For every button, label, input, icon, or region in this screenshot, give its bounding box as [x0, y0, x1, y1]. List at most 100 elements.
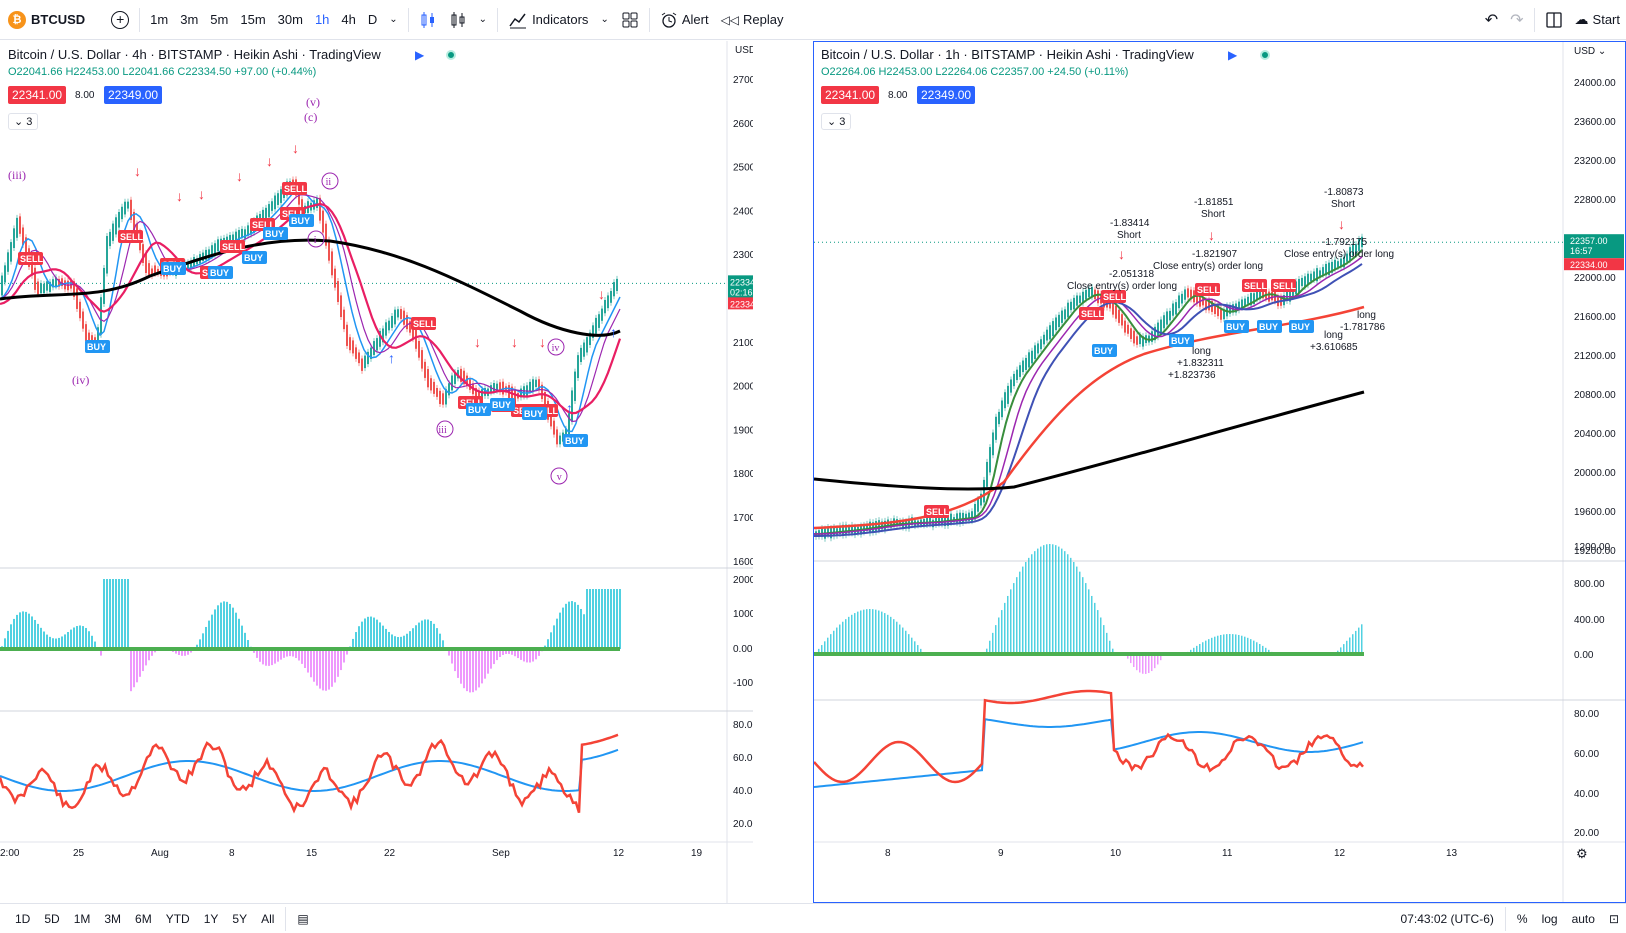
- bid-price-marker: [1564, 258, 1624, 271]
- range-1y[interactable]: 1Y: [203, 911, 219, 926]
- macd-histogram-bar: [905, 630, 907, 654]
- candle-body: [1328, 262, 1330, 276]
- bid-price-button[interactable]: 22341.00: [821, 86, 880, 104]
- time-tick-label: Aug: [151, 848, 169, 859]
- indicator-collapse-button[interactable]: ⌄ 3: [821, 113, 852, 130]
- candle-body: [1217, 304, 1219, 317]
- chart-type-button[interactable]: [443, 0, 473, 40]
- wave-label: (v): [306, 95, 320, 109]
- range-ytd[interactable]: YTD: [165, 911, 190, 926]
- indicators-button[interactable]: Indicators: [502, 0, 594, 40]
- alert-button[interactable]: Alert: [654, 0, 715, 40]
- candle-body: [616, 278, 618, 291]
- macd-tick-label: 400.00: [1574, 615, 1605, 626]
- candle-body: [1187, 288, 1189, 298]
- macd-histogram-bar: [1100, 617, 1102, 654]
- ask-price-button[interactable]: 22349.00: [917, 86, 976, 104]
- timeframe-dropdown[interactable]: ⌄: [383, 0, 403, 40]
- spread-value: 8.00: [75, 90, 95, 101]
- macd-histogram-bar: [1103, 625, 1105, 654]
- macd-histogram-bar: [268, 649, 270, 666]
- flag-icon[interactable]: ▶: [1228, 48, 1238, 62]
- bars-style-button[interactable]: [413, 0, 443, 40]
- bid-price-button[interactable]: 22341.00: [8, 86, 67, 104]
- buy-signal-label: BUY: [524, 409, 543, 419]
- right-chart-canvas[interactable]: USD ⌄24000.0023600.0023200.0022800.00224…: [814, 42, 1625, 902]
- buy-signal-badge: [263, 227, 288, 240]
- range-5d[interactable]: 5D: [44, 911, 60, 926]
- chart-settings-button[interactable]: ⊡: [1602, 912, 1626, 926]
- timeframe-1h[interactable]: 1h: [309, 0, 335, 40]
- candle-body: [559, 435, 561, 445]
- flag-icon[interactable]: ▶: [415, 48, 425, 62]
- candle-body: [1301, 277, 1303, 287]
- log-toggle[interactable]: log: [1541, 911, 1558, 926]
- auto-toggle[interactable]: auto: [1571, 911, 1595, 926]
- candle-body: [992, 432, 994, 456]
- candle-body: [334, 268, 336, 288]
- macd-histogram-bar: [908, 634, 910, 654]
- date-range-button[interactable]: ▤: [290, 912, 315, 926]
- range-6m[interactable]: 6M: [135, 911, 152, 926]
- timeframe-4h[interactable]: 4h: [335, 0, 361, 40]
- timeframe-30m[interactable]: 30m: [272, 0, 309, 40]
- macd-histogram-bar: [142, 649, 144, 672]
- start-button[interactable]: ☁ Start: [1569, 0, 1626, 40]
- macd-histogram-bar: [1097, 610, 1099, 654]
- macd-histogram-bar: [1349, 637, 1351, 654]
- chart-type-dropdown[interactable]: ⌄: [473, 0, 493, 40]
- macd-histogram-bar: [490, 649, 492, 669]
- candle-body: [568, 413, 570, 437]
- macd-tick-label: 800.00: [1574, 579, 1605, 590]
- macd-histogram-bar: [586, 589, 588, 649]
- sell-signal-label: SELL: [1273, 281, 1297, 291]
- candle-body: [1163, 315, 1165, 329]
- candles-icon: [421, 11, 434, 28]
- layout-select-button[interactable]: [1539, 0, 1569, 40]
- candle-body: [190, 260, 192, 268]
- buy-signal-label: BUY: [163, 264, 182, 274]
- timeframe-d[interactable]: D: [362, 0, 383, 40]
- divider: [285, 906, 287, 931]
- symbol-search[interactable]: ₿ BTCUSD: [0, 0, 91, 40]
- candle-body: [1310, 273, 1312, 282]
- macd-histogram-bar: [887, 614, 889, 654]
- timeframe-5m[interactable]: 5m: [204, 0, 234, 40]
- macd-histogram-bar: [67, 632, 69, 649]
- timeframe-3m[interactable]: 3m: [174, 0, 204, 40]
- redo-button[interactable]: ↷: [1504, 0, 1529, 40]
- ask-price-button[interactable]: 22349.00: [104, 86, 163, 104]
- timeframe-15m[interactable]: 15m: [234, 0, 271, 40]
- timeframe-1m[interactable]: 1m: [144, 0, 174, 40]
- indicator-count: 3: [26, 116, 33, 128]
- left-chart-pane[interactable]: USD ⌄ 27000.00 26000.00 25000.00 24000.00 230…: [0, 41, 753, 903]
- left-chart-canvas[interactable]: USD ⌄ 27000.00 26000.00 25000.00 24000.00 230…: [0, 41, 753, 903]
- replay-button[interactable]: ◁◁ Replay: [715, 0, 790, 40]
- candle-body: [1019, 365, 1021, 377]
- candle-body: [298, 188, 300, 205]
- clock-display[interactable]: 07:43:02 (UTC-6): [1400, 911, 1494, 926]
- layout-button[interactable]: [615, 0, 645, 40]
- candle-body: [1040, 339, 1042, 350]
- right-chart-pane[interactable]: USD ⌄24000.0023600.0023200.0022800.00224…: [813, 41, 1626, 903]
- indicators-dropdown[interactable]: ⌄: [594, 0, 614, 40]
- range-3m[interactable]: 3M: [104, 911, 122, 926]
- macd-histogram-bar: [1094, 602, 1096, 654]
- trade-annotation: -1.83414: [1110, 218, 1150, 229]
- trade-annotation: long: [1357, 310, 1376, 321]
- compare-button[interactable]: +: [105, 0, 135, 40]
- range-1m[interactable]: 1M: [73, 911, 91, 926]
- chevron-down-icon: ⌄: [14, 116, 24, 128]
- macd-tick-label: 0.00: [1574, 650, 1594, 661]
- time-tick-label: 22: [384, 848, 396, 859]
- range-5y[interactable]: 5Y: [232, 911, 248, 926]
- range-1d[interactable]: 1D: [15, 911, 31, 926]
- percent-toggle[interactable]: %: [1516, 911, 1528, 926]
- candle-body: [592, 325, 594, 338]
- range-all[interactable]: All: [261, 911, 275, 926]
- time-tick-label: 9: [998, 848, 1004, 859]
- undo-button[interactable]: ↶: [1479, 0, 1504, 40]
- indicator-collapse-button[interactable]: ⌄ 3: [8, 113, 39, 130]
- trade-annotation: Short: [1117, 230, 1141, 241]
- ema-fast-line: [814, 249, 1363, 535]
